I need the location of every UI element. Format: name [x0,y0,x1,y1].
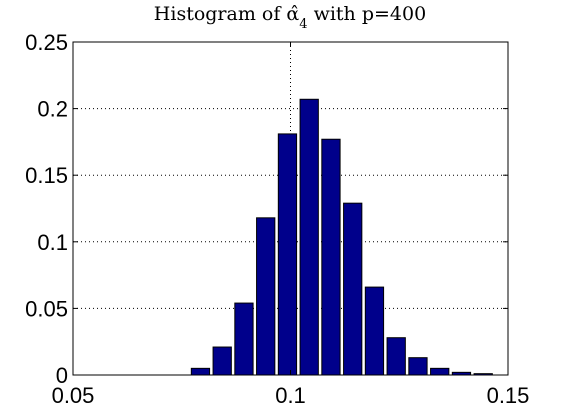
histogram-bar [212,346,232,376]
y-tick-label: 0.2 [37,97,68,122]
title-prefix: Histogram of [154,3,287,25]
y-tick-label: 0.25 [25,30,68,55]
bar-layer [190,98,493,376]
x-tick-label: 0.05 [52,383,95,408]
y-tick-label: 0.1 [37,230,68,255]
chart-title: Histogram of α̂4 with p=400 [154,3,426,32]
histogram-bar [190,367,211,376]
title-subscript: 4 [299,17,307,32]
histogram-bar [408,357,428,376]
x-tick-label: 0.1 [275,383,306,408]
histogram-bar [430,367,450,376]
histogram-bar [277,133,298,376]
x-tick-label: 0.15 [487,383,530,408]
grid-layer [73,42,508,375]
histogram-bar [343,202,363,376]
histogram-bar [386,337,406,376]
histogram-bar [321,138,341,376]
y-tick-label: 0.05 [25,296,68,321]
y-tick-label: 0.15 [25,163,68,188]
tick-layer: 00.050.10.150.20.250.05 0.1 0.15 [25,30,529,408]
histogram-bar [299,98,319,376]
histogram-bar [234,302,254,376]
y-tick-label: 0 [56,363,68,388]
histogram-bar [364,286,385,376]
title-suffix: with p=400 [308,3,427,25]
title-symbol: α̂ [286,3,299,25]
histogram-bar [256,217,276,376]
